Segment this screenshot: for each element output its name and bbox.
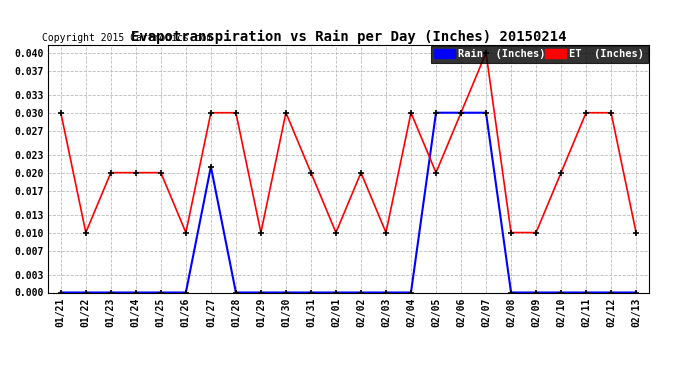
Title: Evapotranspiration vs Rain per Day (Inches) 20150214: Evapotranspiration vs Rain per Day (Inch… (130, 30, 566, 44)
Legend: Rain  (Inches), ET  (Inches): Rain (Inches), ET (Inches) (431, 46, 647, 63)
Text: Copyright 2015 Cartronics.com: Copyright 2015 Cartronics.com (42, 33, 213, 42)
